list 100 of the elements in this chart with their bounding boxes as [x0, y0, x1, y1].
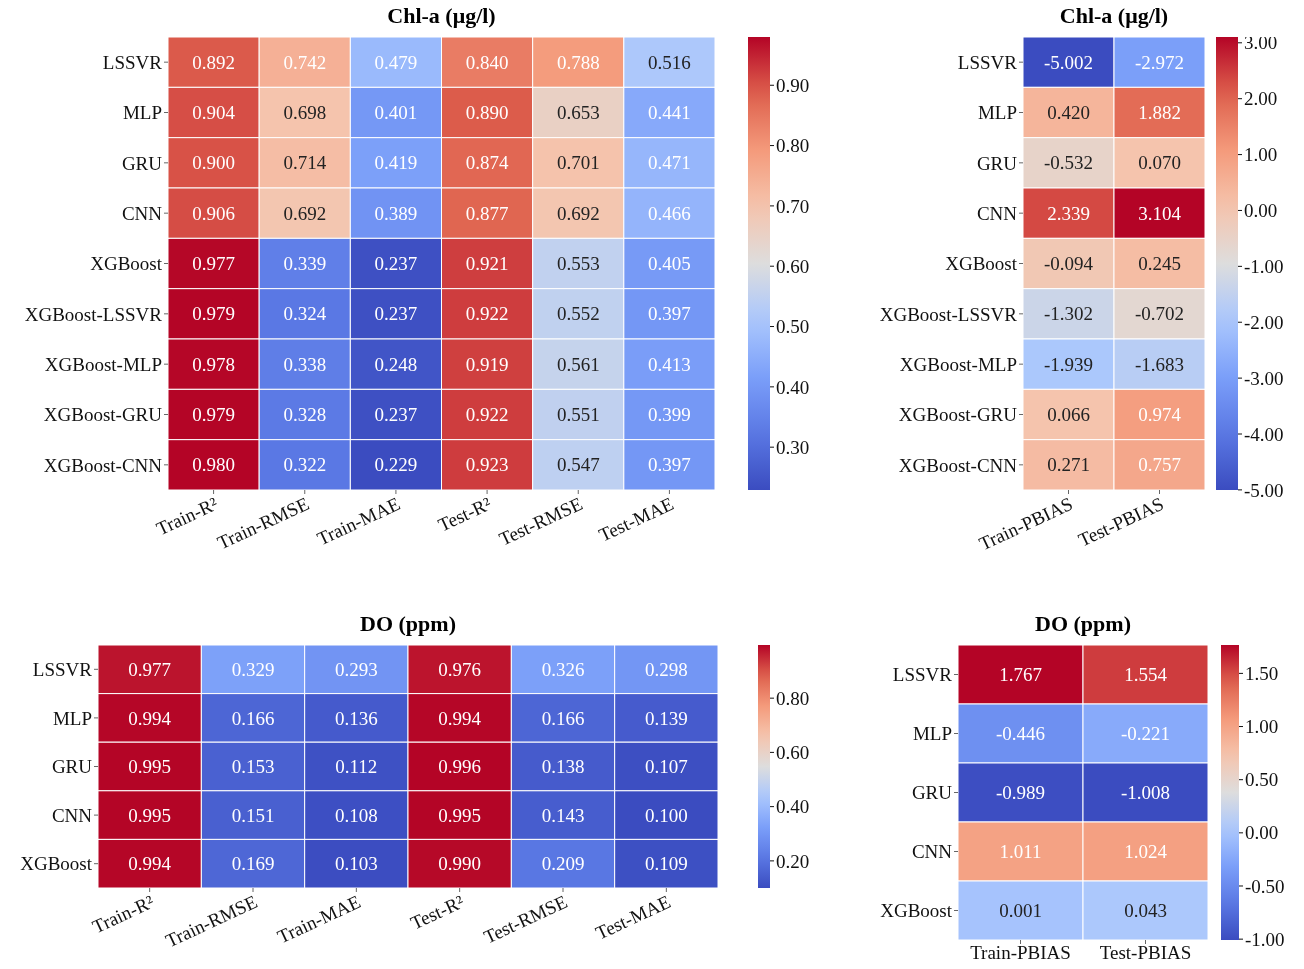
color-bar-label: 0.70 [776, 195, 810, 217]
data-label: 0.397 [648, 303, 691, 325]
data-label: -0.532 [1043, 152, 1094, 174]
data-label: 0.553 [556, 253, 600, 275]
color-bar-label: 1.00 [1245, 716, 1279, 738]
data-label: 0.994 [128, 707, 172, 729]
data-label: 0.979 [192, 303, 235, 325]
color-bar-label: 3.00 [1244, 32, 1278, 54]
data-label: 0.389 [374, 202, 418, 224]
data-label: -1.683 [1134, 353, 1185, 375]
color-bar-label: 0.90 [776, 74, 810, 96]
y-tick-label: CNN [911, 841, 953, 863]
data-label: -1.008 [1120, 782, 1171, 804]
data-label: 0.788 [556, 51, 600, 73]
y-tick-label: MLP [52, 707, 92, 729]
y-tick-label: XGBoost-GRU [43, 404, 163, 426]
data-label: 0.143 [541, 804, 585, 826]
data-label: 0.298 [644, 658, 688, 680]
data-label: -0.094 [1043, 253, 1094, 275]
color-bar-label: -1.00 [1245, 928, 1285, 950]
data-label: 0.921 [465, 253, 509, 275]
y-tick-label: XGBoost [880, 900, 953, 922]
data-label: 1.024 [1124, 841, 1168, 863]
data-label: 0.139 [644, 707, 688, 729]
data-label: 0.904 [192, 102, 236, 124]
data-label: 0.994 [128, 853, 172, 875]
x-tick-label: Train-PBIAS [970, 942, 1071, 964]
data-label: 0.692 [556, 202, 600, 224]
data-label: 0.653 [556, 102, 600, 124]
color-bar-label: 0.60 [776, 255, 810, 277]
data-label: 0.237 [374, 253, 418, 275]
data-label: 0.892 [192, 51, 235, 73]
data-label: 0.977 [192, 253, 235, 275]
data-label: 0.329 [231, 658, 275, 680]
color-bar-label: 0.20 [776, 850, 810, 872]
data-label: 0.405 [648, 253, 691, 275]
data-label: -0.989 [995, 782, 1046, 804]
data-label: 0.271 [1047, 454, 1090, 476]
data-label: 0.248 [374, 353, 418, 375]
y-tick-label: CNN [976, 202, 1018, 224]
data-label: 0.339 [283, 253, 327, 275]
data-label: 1.767 [999, 664, 1042, 686]
data-label: 0.840 [465, 51, 509, 73]
data-label: 0.237 [374, 404, 418, 426]
data-label: 0.328 [283, 404, 327, 426]
data-label: -1.939 [1043, 353, 1094, 375]
y-tick-label: GRU [51, 756, 93, 778]
y-tick-label: LSSVR [957, 51, 1018, 73]
data-label: 1.882 [1138, 102, 1181, 124]
data-label: 0.757 [1138, 454, 1181, 476]
data-label: 0.237 [374, 303, 418, 325]
y-tick-label: LSSVR [32, 659, 93, 681]
data-label: 0.877 [465, 202, 509, 224]
y-tick-label: XGBoost-LSSVR [24, 303, 163, 325]
data-label: 0.698 [283, 102, 327, 124]
data-label: 0.103 [334, 853, 378, 875]
color-bar-label: 0.40 [776, 796, 810, 818]
data-label: 0.479 [374, 51, 418, 73]
data-label: 0.338 [283, 353, 327, 375]
data-label: 0.401 [374, 102, 418, 124]
color-bar-label: -4.00 [1244, 423, 1284, 445]
y-tick-label: XGBoost [20, 853, 93, 875]
data-label: 0.996 [438, 756, 482, 778]
data-label: 0.995 [438, 804, 482, 826]
data-label: 0.070 [1138, 152, 1181, 174]
data-label: 0.466 [648, 202, 691, 224]
data-label: 0.209 [541, 853, 585, 875]
data-label: 1.011 [999, 841, 1042, 863]
color-bar-label: -1.00 [1244, 256, 1284, 277]
data-label: 0.112 [335, 756, 378, 778]
data-label: 2.339 [1047, 202, 1090, 224]
data-label: 0.561 [556, 353, 600, 375]
data-label: 0.100 [644, 804, 688, 826]
y-tick-label: XGBoost-MLP [44, 353, 162, 375]
color-bar-label: 0.40 [776, 376, 810, 398]
color-bar-label: 1.50 [1245, 663, 1279, 685]
y-tick-label: MLP [912, 723, 952, 745]
y-tick-label: GRU [121, 152, 163, 174]
color-bar-label: 1.00 [1244, 144, 1278, 166]
data-label: 0.547 [556, 454, 600, 476]
data-label: 0.169 [231, 853, 275, 875]
data-label: 0.166 [231, 707, 275, 729]
color-bar-label: 0.50 [1245, 769, 1279, 791]
y-tick-label: XGBoost-MLP [899, 353, 1017, 375]
color-bar-label: 0.50 [776, 316, 810, 338]
data-label: 0.322 [283, 454, 327, 476]
data-label: 0.420 [1047, 102, 1090, 124]
data-label: 0.874 [465, 152, 509, 174]
color-bar-label: 0.30 [776, 436, 810, 458]
data-label: 0.701 [556, 152, 600, 174]
color-bar-label: 0.80 [776, 687, 810, 709]
color-bar-label: 0.80 [776, 135, 810, 157]
data-label: 0.906 [192, 202, 235, 224]
data-label: 0.979 [192, 404, 235, 426]
data-label: 0.516 [648, 51, 691, 73]
data-label: 0.923 [465, 454, 509, 476]
data-label: 0.107 [644, 756, 688, 778]
color-bar-label: 0.60 [776, 742, 810, 764]
data-label: 0.714 [283, 152, 327, 174]
chart-title: DO (ppm) [359, 611, 457, 637]
